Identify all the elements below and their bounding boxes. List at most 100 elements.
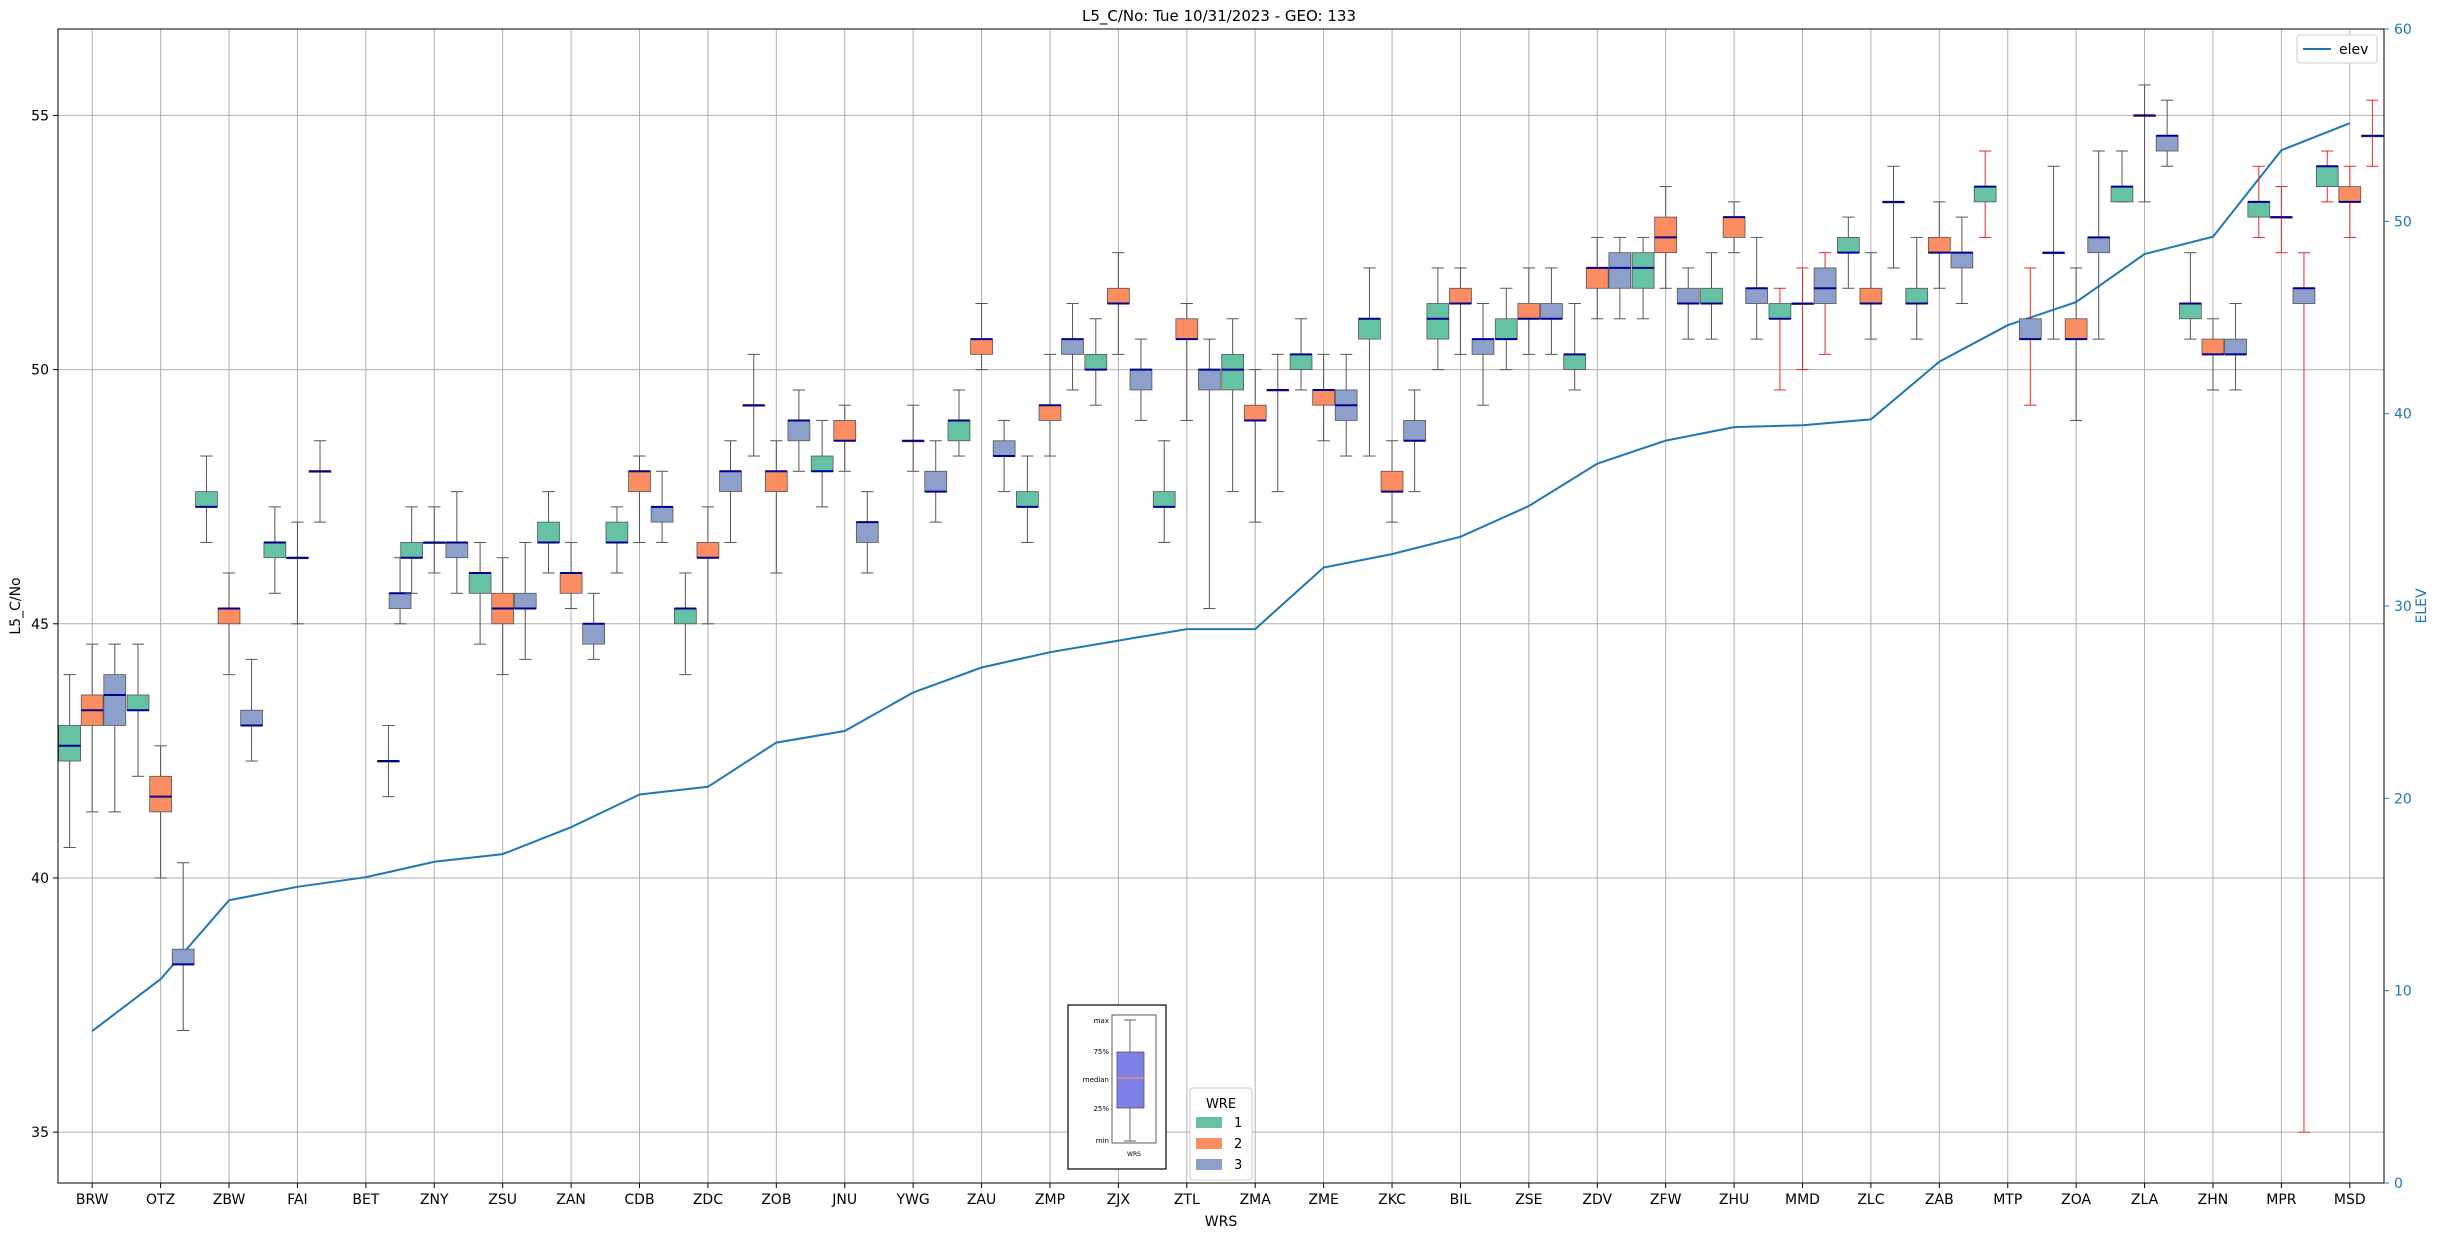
x-tick-label: MSD bbox=[2334, 1192, 2366, 1208]
x-tick-label: ZLA bbox=[2131, 1192, 2159, 1208]
y-tick-label: 40 bbox=[31, 871, 49, 887]
box-body bbox=[240, 709, 263, 726]
x-tick-label: ZOB bbox=[761, 1192, 791, 1208]
box-OTZ-wre2 bbox=[149, 745, 172, 879]
box-ZME-wre3 bbox=[1334, 353, 1358, 457]
x-tick-label: MMD bbox=[1785, 1192, 1820, 1208]
box-body bbox=[1768, 303, 1792, 320]
box-ZAN-wre2 bbox=[559, 541, 583, 610]
x-axis-ticks: BRW OTZ ZBW FAI BET ZNY ZSU ZAN CDB ZDC ZOB JNU YWG Z… bbox=[76, 1183, 2366, 1208]
box-MMD-wre1 bbox=[1768, 287, 1792, 391]
y2-tick-label: 10 bbox=[2394, 984, 2412, 1000]
x-tick-label: MPR bbox=[2266, 1192, 2297, 1208]
box-ZFW-wre2 bbox=[1654, 186, 1678, 289]
box-body bbox=[537, 521, 560, 543]
elev-legend-label: elev bbox=[2339, 42, 2368, 58]
x-tick-label: YWG bbox=[896, 1192, 930, 1208]
y2-tick-label: 60 bbox=[2394, 22, 2412, 38]
x-tick-label: ZMA bbox=[1240, 1192, 1272, 1208]
box-MMD-wre2 bbox=[1791, 267, 1814, 371]
box-key-box bbox=[1116, 1051, 1145, 1109]
x-tick-label: BRW bbox=[76, 1192, 109, 1208]
box-body bbox=[764, 470, 788, 493]
box-OTZ-wre3 bbox=[171, 862, 195, 1031]
x-tick-label: ZTL bbox=[1174, 1192, 1200, 1208]
box-body bbox=[2338, 186, 2362, 203]
box-body bbox=[1289, 353, 1313, 371]
box-key-xlabel: WRS bbox=[1127, 1151, 1141, 1158]
box-body bbox=[1813, 267, 1837, 304]
box-ZDC-wre3 bbox=[719, 440, 742, 543]
box-body bbox=[1745, 287, 1769, 304]
box-body bbox=[719, 470, 742, 493]
box-ZAB-wre1 bbox=[1905, 236, 1929, 340]
box-ZLC-wre1 bbox=[1836, 216, 1860, 289]
x-tick-label: ZAB bbox=[1925, 1192, 1954, 1208]
box-body bbox=[263, 542, 287, 559]
box-ZKC-wre2 bbox=[1380, 440, 1404, 523]
wre-legend-frame bbox=[1189, 1087, 1253, 1181]
x-tick-label: ZHN bbox=[2198, 1192, 2229, 1208]
box-body bbox=[1403, 420, 1426, 442]
box-ZLC-wre2 bbox=[1859, 252, 1883, 340]
y2-tick-label: 0 bbox=[2394, 1176, 2403, 1192]
box-YWG-wre3 bbox=[924, 440, 948, 523]
wre-legend-swatch-1 bbox=[1196, 1117, 1222, 1128]
box-ZSU-wre1 bbox=[468, 541, 492, 645]
box-FAI-wre2 bbox=[286, 521, 309, 625]
box-body bbox=[217, 608, 241, 625]
box-ZLA-wre3 bbox=[2155, 99, 2179, 167]
x-tick-label: ZSE bbox=[1515, 1192, 1542, 1208]
box-body bbox=[2315, 165, 2339, 187]
box-CDB-wre2 bbox=[628, 455, 651, 543]
x-tick-label: ZLC bbox=[1857, 1192, 1884, 1208]
y2-tick-label: 50 bbox=[2394, 214, 2412, 230]
box-body bbox=[559, 572, 583, 594]
x-tick-label: ZNY bbox=[420, 1192, 449, 1208]
box-ZBW-wre1 bbox=[195, 455, 218, 543]
box-ZAU-wre1 bbox=[947, 389, 971, 457]
box-BET-wre3 bbox=[377, 724, 400, 798]
box-ZHU-wre3 bbox=[1745, 236, 1769, 340]
box-body bbox=[1973, 186, 1997, 203]
x-tick-label: ZBW bbox=[213, 1192, 246, 1208]
box-body bbox=[1631, 252, 1655, 289]
box-ZOB-wre2 bbox=[764, 440, 788, 574]
box-ZKC-wre1 bbox=[1358, 267, 1381, 457]
wre-legend-label-2: 2 bbox=[1234, 1137, 1242, 1152]
wre-legend-label-3: 3 bbox=[1234, 1158, 1242, 1173]
box-body bbox=[992, 440, 1016, 457]
box-ZJX-wre3 bbox=[1129, 338, 1153, 421]
box-body bbox=[1084, 353, 1108, 371]
box-body bbox=[1129, 369, 1153, 391]
box-body bbox=[1700, 287, 1723, 304]
boxes bbox=[58, 84, 2384, 1133]
box-BIL-wre2 bbox=[1449, 267, 1472, 355]
y-tick-label: 55 bbox=[31, 108, 49, 124]
box-body bbox=[1859, 287, 1883, 304]
box-body bbox=[855, 521, 879, 543]
x-tick-label: ZMP bbox=[1035, 1192, 1065, 1208]
box-ZNY-wre3 bbox=[445, 491, 469, 594]
box-ZMA-wre1 bbox=[1221, 318, 1244, 493]
box-ZAU-wre3 bbox=[992, 419, 1016, 493]
box-body bbox=[787, 420, 811, 442]
box-BIL-wre3 bbox=[1471, 303, 1495, 406]
y-axis-label: L5_C/No bbox=[8, 577, 24, 634]
x-tick-label: ZAU bbox=[967, 1192, 996, 1208]
box-BRW-wre2 bbox=[80, 643, 104, 813]
box-body bbox=[126, 694, 150, 711]
y-axis-ticks: 35 40 45 50 55 bbox=[31, 108, 58, 1141]
box-body bbox=[2018, 318, 2042, 340]
y2-axis-ticks: 0 10 20 30 40 50 60 bbox=[2384, 22, 2412, 1192]
box-body bbox=[1243, 404, 1267, 421]
box-ZMP-wre3 bbox=[1061, 303, 1084, 391]
x-tick-label: ZFW bbox=[1650, 1192, 1682, 1208]
box-ZHN-wre1 bbox=[2179, 252, 2202, 340]
box-ZLA-wre1 bbox=[2110, 150, 2134, 203]
x-tick-label: ZSU bbox=[488, 1192, 517, 1208]
elev-legend-frame bbox=[2296, 34, 2378, 64]
box-body bbox=[1676, 287, 1700, 304]
box-body bbox=[605, 521, 629, 543]
box-BRW-wre3 bbox=[103, 643, 127, 813]
